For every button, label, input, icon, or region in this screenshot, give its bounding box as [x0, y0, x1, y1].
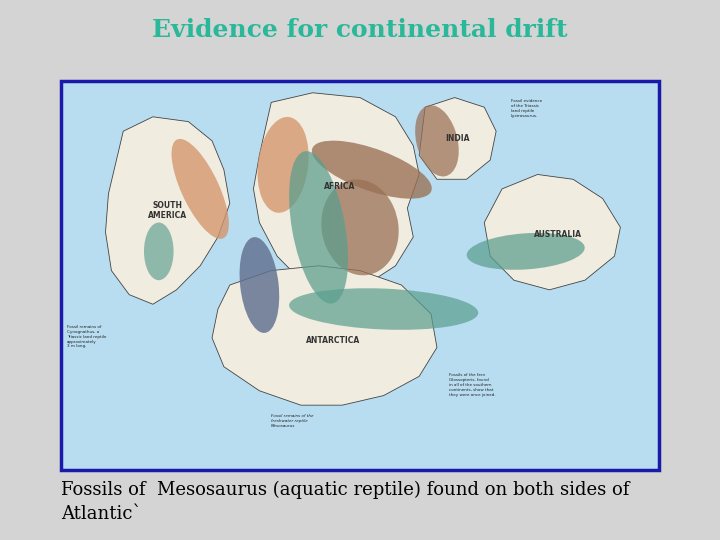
Text: Fossil evidence
of the Triassic
land reptile
Lystrosaurus.: Fossil evidence of the Triassic land rep…: [511, 99, 542, 118]
Text: SOUTH
AMERICA: SOUTH AMERICA: [148, 201, 187, 220]
Text: INDIA: INDIA: [446, 134, 470, 143]
Ellipse shape: [258, 117, 309, 213]
Text: Evidence for continental drift: Evidence for continental drift: [152, 18, 568, 42]
Polygon shape: [485, 174, 621, 290]
Ellipse shape: [415, 105, 459, 177]
Text: AFRICA: AFRICA: [323, 182, 355, 191]
Text: Fossil remains of the
freshwater reptile
Mesosaurus: Fossil remains of the freshwater reptile…: [271, 414, 314, 428]
Text: Fossil remains of
Cynognathus, a
Triassic land reptile
approximately
3 m long.: Fossil remains of Cynognathus, a Triassi…: [67, 325, 107, 348]
Text: Fossils of the fern
Glossopteris, found
in all of the southern
continents, show : Fossils of the fern Glossopteris, found …: [449, 373, 495, 396]
Bar: [61, 81, 659, 470]
Polygon shape: [106, 117, 230, 304]
Text: ANTARCTICA: ANTARCTICA: [306, 336, 361, 345]
Text: Atlantic`: Atlantic`: [61, 505, 142, 523]
Ellipse shape: [321, 179, 399, 275]
Text: AUSTRALIA: AUSTRALIA: [534, 230, 582, 239]
Ellipse shape: [240, 237, 279, 333]
Ellipse shape: [312, 140, 432, 199]
Ellipse shape: [467, 233, 585, 270]
Polygon shape: [253, 93, 419, 290]
Ellipse shape: [289, 288, 478, 330]
Ellipse shape: [289, 151, 348, 303]
Polygon shape: [212, 266, 437, 405]
Polygon shape: [419, 98, 496, 179]
Ellipse shape: [171, 139, 229, 239]
Text: Fossils of  Mesosaurus (aquatic reptile) found on both sides of: Fossils of Mesosaurus (aquatic reptile) …: [61, 481, 629, 499]
Ellipse shape: [144, 222, 174, 280]
